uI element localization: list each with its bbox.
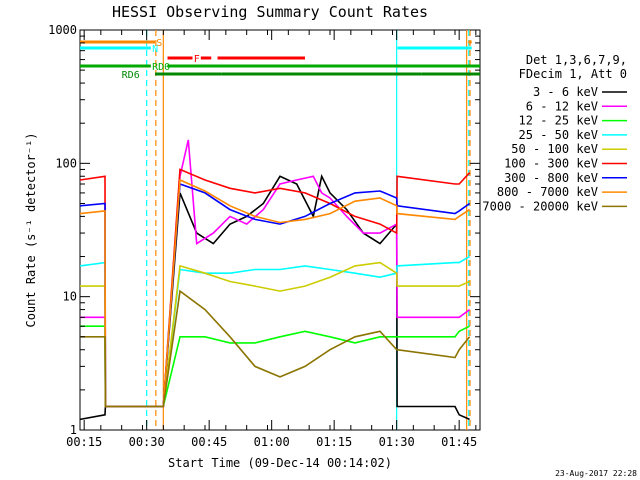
x-tick-label: 00:30 [129, 435, 165, 449]
x-tick-label: 00:45 [191, 435, 227, 449]
legend-entry-label: 25 - 50 keV [519, 128, 598, 142]
flag-bar-label: S [156, 38, 162, 49]
series-line [79, 173, 470, 421]
legend: Det 1,3,6,7,9, FDecim 1, Att 0 3 - 6 keV… [482, 53, 627, 213]
legend-entry-label: 7000 - 20000 keV [482, 199, 598, 213]
flag-bar-label: F [194, 54, 200, 65]
series-line [80, 139, 471, 408]
series-line [80, 325, 470, 408]
x-tick-label: 01:45 [441, 435, 477, 449]
series-line [79, 178, 471, 408]
flag-bar-label: N [152, 44, 158, 55]
x-axis-label: Start Time (09-Dec-14 00:14:02) [168, 456, 392, 470]
legend-entry-label: 6 - 12 keV [526, 99, 598, 113]
legend-entry-label: 100 - 300 keV [504, 157, 598, 171]
series-line [79, 168, 471, 408]
y-tick-label: 1000 [48, 23, 77, 37]
y-axis-label: Count Rate (s⁻¹ detector⁻¹) [24, 132, 38, 327]
chart-title: HESSI Observing Summary Count Rates [112, 3, 428, 21]
plot-frame [79, 29, 481, 431]
footer-date: 23-Aug-2017 22:28 [555, 469, 637, 478]
y-tick-label: 100 [55, 156, 77, 170]
legend-header-1: Det 1,3,6,7,9, [526, 53, 627, 67]
legend-entry-label: 300 - 800 keV [504, 171, 598, 185]
x-tick-label: 00:15 [66, 435, 102, 449]
series-line [79, 182, 471, 408]
flag-bar-label: RD6 [122, 70, 140, 81]
legend-entry-label: 3 - 6 keV [533, 85, 598, 99]
x-axis-ticks: 00:15 00:30 00:45 01:00 01:15 01:30 01:45 [66, 30, 477, 449]
series-line [80, 261, 470, 408]
y-tick-label: 1 [70, 423, 77, 437]
legend-entry-label: 50 - 100 keV [511, 142, 598, 156]
flag-bars: SN F RD0 RD6 [80, 38, 480, 81]
flag-bar-label: RD0 [152, 62, 170, 73]
series-line [80, 289, 471, 408]
legend-entry-label: 12 - 25 keV [519, 114, 598, 128]
legend-header-2: FDecim 1, Att 0 [519, 67, 627, 81]
y-tick-label: 10 [63, 290, 77, 304]
y-axis-ticks: 1 10 100 1000 [48, 23, 480, 437]
plot-area: SN F RD0 RD6 00:15 00:30 00:45 01:00 01:15 01:30… [48, 23, 481, 449]
legend-entry-label: 800 - 7000 keV [497, 185, 598, 199]
x-tick-label: 01:30 [379, 435, 415, 449]
series-line [79, 255, 471, 408]
series-lines [79, 139, 471, 421]
x-tick-label: 01:15 [316, 435, 352, 449]
x-tick-label: 01:00 [254, 435, 290, 449]
